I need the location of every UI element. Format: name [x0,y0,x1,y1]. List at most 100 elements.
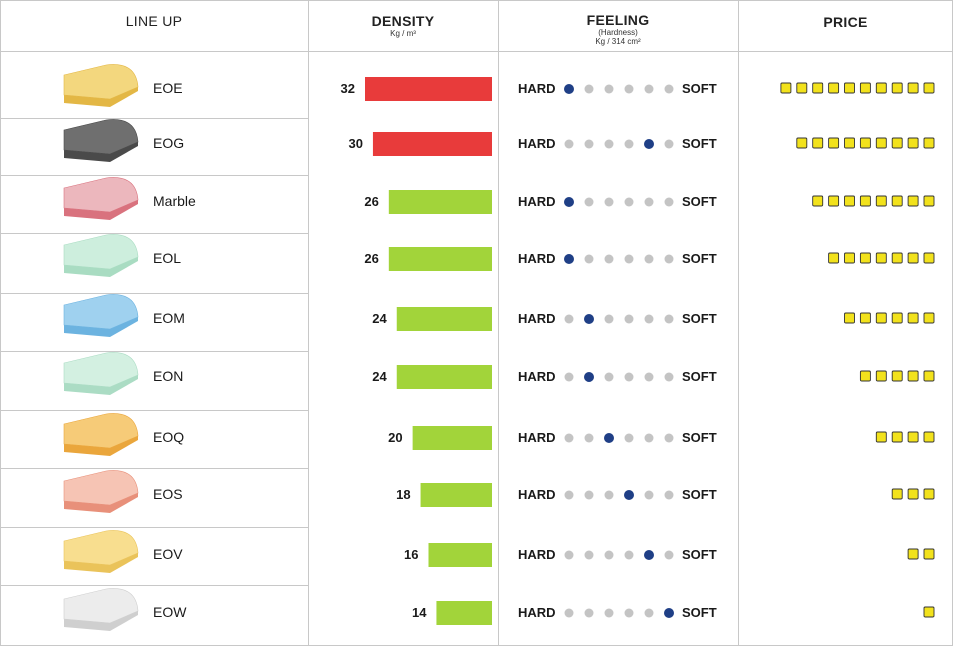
soft-label: SOFT [682,369,717,384]
feeling-dot-active [644,550,654,560]
price-square [891,82,903,94]
feeling-dot [604,139,614,149]
header-lineup-title: LINE UP [125,13,183,29]
price-square [891,252,903,264]
feeling-dot-active [564,84,574,94]
hard-label: HARD [518,194,556,209]
price-square [907,370,919,382]
price-square [812,195,824,207]
price-square [891,488,903,500]
density-bar [388,190,492,214]
density-value-label: 26 [364,194,379,209]
feeling-dot [644,433,654,443]
feeling-dot-active [624,490,634,500]
feeling-dot-active [584,314,594,324]
price-square [859,195,871,207]
density-bar [396,365,492,389]
product-name: EOS [153,486,183,502]
feeling-dot [584,84,594,94]
product-name: EON [153,368,184,384]
price-square [875,312,887,324]
price-square [859,252,871,264]
price-square [812,82,824,94]
hard-label: HARD [518,487,556,502]
price-square [923,370,935,382]
feeling-dot [584,608,594,618]
price-square [907,252,919,264]
feeling-dot [604,84,614,94]
feeling-dot-active [584,372,594,382]
feeling-dot [604,254,614,264]
product-name: EOE [153,80,183,96]
feeling-dot [604,490,614,500]
feeling-dot [664,550,674,560]
price-square [923,488,935,500]
price-square [923,252,935,264]
price-square [844,252,855,264]
header-density-unit: Kg / m³ [390,29,416,38]
price-square [875,82,887,94]
price-square [828,195,840,207]
feeling-dot [584,490,594,500]
price-square [891,195,903,207]
price-square [923,82,935,94]
price-square [796,137,808,149]
feeling-dot [564,372,574,382]
header-density: DENSITY Kg / m³ [308,0,498,65]
price-square [875,431,887,443]
price-square [907,82,919,94]
density-value-label: 24 [372,311,387,326]
price-square [891,370,903,382]
product-name: EOW [153,604,187,620]
feeling-dot [624,254,634,264]
foam-swatch-eoe [63,64,139,107]
soft-label: SOFT [682,605,717,620]
hard-label: HARD [518,547,556,562]
feeling-dot [624,84,634,94]
hard-label: HARD [518,81,556,96]
price-square [859,137,871,149]
feeling-dot [624,608,634,618]
header-feeling-subtitle: (Hardness) [598,28,638,37]
feeling-dot [604,608,614,618]
soft-label: SOFT [682,547,717,562]
feeling-dot [584,254,594,264]
feeling-dot [584,433,594,443]
feeling-dot [564,490,574,500]
foam-swatch-eoq [63,413,139,456]
product-name: Marble [153,193,196,209]
feeling-dot-active [664,608,674,618]
feeling-dot [584,550,594,560]
soft-label: SOFT [682,430,717,445]
density-bar [428,543,492,567]
feeling-dot [624,314,634,324]
feeling-dot [644,314,654,324]
hard-label: HARD [518,136,556,151]
density-bar [412,426,492,450]
feeling-dot-active [604,433,614,443]
feeling-dot [564,433,574,443]
product-name: EOG [153,135,185,151]
price-square [907,548,919,560]
density-value-label: 20 [388,430,403,445]
feeling-dot [564,139,574,149]
header-feeling-unit: Kg / 314 cm² [595,37,641,46]
density-bar [436,601,492,625]
price-square [875,252,887,264]
price-square [923,548,935,560]
soft-label: SOFT [682,194,717,209]
foam-swatch-eol [63,234,139,277]
density-value-label: 24 [372,369,387,384]
foam-swatch-eog [63,119,139,162]
price-square [907,137,919,149]
density-bar [365,77,492,101]
price-square [844,82,855,94]
feeling-dot [644,84,654,94]
hard-label: HARD [518,251,556,266]
price-square [907,195,919,207]
feeling-dot [644,197,654,207]
price-square [875,370,887,382]
header-price-title: PRICE [823,14,868,30]
hard-label: HARD [518,430,556,445]
